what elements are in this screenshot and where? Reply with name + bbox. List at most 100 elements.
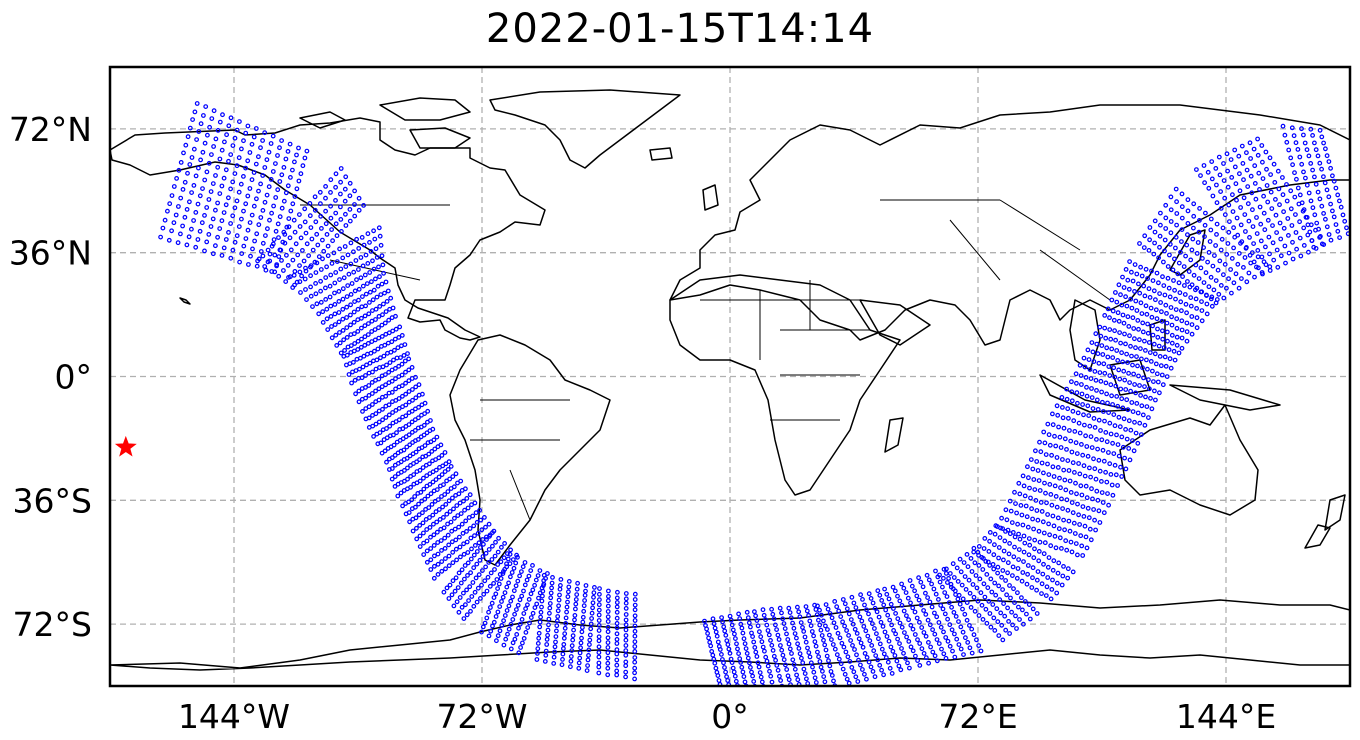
swath-point <box>446 542 452 548</box>
swath-point <box>737 616 743 621</box>
swath-point <box>379 450 385 456</box>
swath-point <box>1146 340 1152 345</box>
swath-point <box>349 281 355 286</box>
swath-west-scanline <box>414 492 473 542</box>
swath-point <box>379 373 385 379</box>
swath-west-scanline <box>286 225 382 280</box>
swath-point <box>807 654 813 660</box>
swath-point <box>1037 539 1043 545</box>
swath-point <box>276 273 282 279</box>
swath-point <box>308 225 314 231</box>
swath-point <box>1089 445 1095 451</box>
swath-point <box>1183 253 1188 259</box>
swath-point <box>1244 167 1250 173</box>
swath-west-scanline <box>292 233 383 288</box>
swath-point <box>474 599 480 605</box>
swath-point <box>1164 311 1169 316</box>
swath-point <box>485 574 491 580</box>
swath-west-scanline <box>486 554 520 639</box>
swath-point <box>251 134 257 140</box>
swath-point <box>1101 510 1107 516</box>
swath-point <box>243 165 249 171</box>
swath-point <box>1026 536 1032 541</box>
swath-point <box>918 579 924 585</box>
swath-point <box>1149 268 1154 274</box>
swath-point <box>451 506 456 512</box>
swath-point <box>606 588 611 594</box>
swath-point <box>1324 224 1330 230</box>
swath-point <box>1042 540 1048 546</box>
swath-east-scanline <box>982 536 1065 588</box>
swath-point <box>972 560 978 566</box>
swath-point <box>552 649 557 655</box>
swath-point <box>544 637 550 642</box>
swath-point <box>756 664 762 670</box>
swath-point <box>573 601 579 607</box>
swath-point <box>1065 566 1071 572</box>
swath-point <box>402 358 408 364</box>
swath-point <box>376 408 382 414</box>
swath-point <box>439 559 445 564</box>
swath-point <box>446 459 452 465</box>
swath-point <box>1024 514 1030 520</box>
swath-point <box>991 615 997 621</box>
swath-point <box>288 174 293 180</box>
swath-point <box>342 186 348 192</box>
swath-point <box>439 453 445 458</box>
swath-point <box>385 288 391 294</box>
swath-west-scanline <box>245 138 285 267</box>
swath-point <box>302 219 308 225</box>
swath-point <box>1193 296 1199 302</box>
swath-point <box>781 657 787 663</box>
swath-point <box>1093 527 1098 533</box>
swath-point <box>846 611 852 617</box>
swath-point <box>797 651 803 657</box>
swath-point <box>1220 272 1226 278</box>
swath-point <box>1206 249 1212 255</box>
swath-point <box>1169 322 1175 328</box>
swath-point <box>1226 276 1231 282</box>
swath-point <box>338 266 344 272</box>
swath-point <box>561 635 567 641</box>
swath-point <box>852 626 858 632</box>
swath-point <box>367 289 373 295</box>
swath-point <box>1049 587 1055 592</box>
swath-point <box>435 540 441 545</box>
swath-east-scanline <box>1163 202 1257 280</box>
swath-point <box>464 587 470 593</box>
swath-point <box>306 253 312 259</box>
swath-point <box>265 247 271 253</box>
swath-point <box>812 675 818 681</box>
swath-point <box>1194 285 1200 291</box>
swath-point <box>277 214 283 220</box>
swath-point <box>415 425 421 431</box>
swath-point <box>1093 331 1099 337</box>
swath-point <box>1328 201 1333 207</box>
swath-point <box>897 620 903 626</box>
x-tick-label: 72°W <box>436 697 527 736</box>
swath-point <box>1220 225 1226 231</box>
swath-point <box>1268 189 1274 195</box>
swath-point <box>1030 565 1036 571</box>
swath-point <box>267 251 273 257</box>
swath-point <box>1326 159 1332 165</box>
swath-point <box>733 636 738 641</box>
swath-point <box>1009 520 1015 525</box>
swath-point <box>1202 210 1208 216</box>
swath-point <box>1133 345 1138 351</box>
swath-point <box>359 304 365 310</box>
swath-point <box>925 617 931 623</box>
swath-point <box>1051 523 1057 529</box>
swath-point <box>406 356 412 362</box>
swath-point <box>823 602 829 607</box>
swath-point <box>1050 464 1056 470</box>
swath-point <box>1138 300 1144 306</box>
swath-point <box>566 584 572 590</box>
swath-point <box>1088 537 1094 543</box>
swath-point <box>1164 374 1170 380</box>
swath-point <box>1007 583 1012 588</box>
event-marker-layer <box>114 435 137 457</box>
swath-east-scanline <box>1049 411 1141 446</box>
swath-point <box>494 577 500 582</box>
swath-east-scanline <box>1201 163 1273 273</box>
